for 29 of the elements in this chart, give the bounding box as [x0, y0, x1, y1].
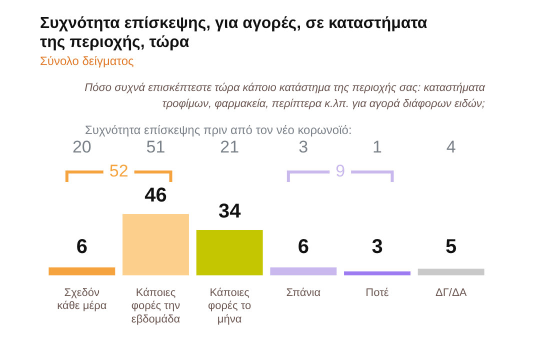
text: 20 [72, 138, 92, 157]
data-label: 6 [76, 236, 88, 258]
text: 1 [372, 138, 382, 157]
data-label: 3 [372, 236, 383, 258]
text: 51 [146, 138, 166, 157]
text: 3 [298, 138, 308, 157]
bar [48, 267, 116, 276]
bar [418, 268, 484, 276]
x-tick-label: ΔΓ/ΔΑ [436, 287, 468, 300]
x-tick-label: Κάποιες φορές το μήνα [208, 287, 252, 326]
chart-title: Συχνότητα επίσκεψης, για αγορές, σε καταστήματα της περιοχής, τώρα [40, 14, 428, 52]
text: 9 [336, 162, 346, 181]
bar [196, 230, 263, 276]
data-label: 5 [446, 236, 457, 258]
text: Πόσο συχνά επισκέπτεστε τώρα κάποιο κατάστημα της περιοχής σας: καταστήματα τροφίμων, φαρμακεία, περίπτερα κ.λπ. για αγορά διάφορων ειδών; [84, 81, 485, 112]
bar [270, 267, 337, 276]
text: 52 [109, 162, 128, 181]
x-tick-label: Σπάνια [286, 287, 322, 300]
x-tick-label: Σχεδόν κάθε μέρα [57, 287, 108, 312]
text: 21 [220, 138, 240, 157]
data-label: 6 [298, 236, 309, 258]
data-label: 34 [218, 200, 242, 223]
bar [122, 214, 189, 276]
text: Συχνότητα επίσκεψης πριν από τον νέο κορωνοϊό: [85, 123, 352, 137]
x-tick-label: Ποτέ [366, 287, 389, 300]
chart-subtitle: Σύνολο δείγματος [40, 54, 134, 68]
x-tick-label: Κάποιες φορές την εβδομάδα [131, 287, 181, 326]
text: 4 [446, 138, 456, 157]
data-label: 46 [144, 184, 167, 207]
